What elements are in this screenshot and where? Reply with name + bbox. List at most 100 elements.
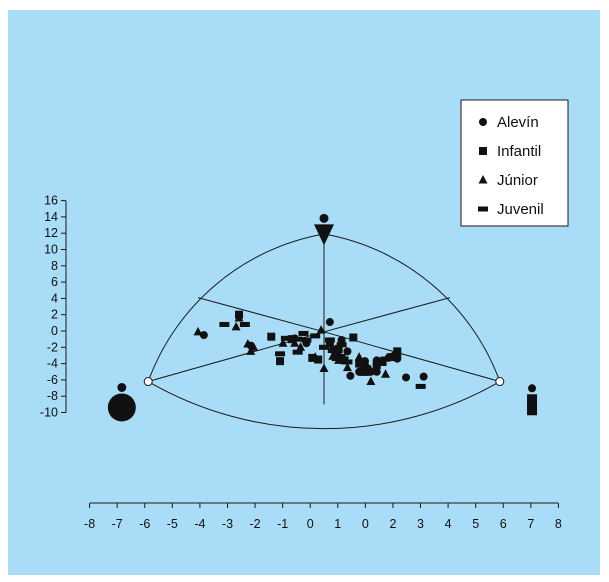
point-juvenil — [280, 335, 291, 341]
pole-right-circle — [528, 384, 537, 393]
x-tick-label: 3 — [417, 517, 424, 531]
y-tick-label: -6 — [47, 373, 58, 387]
legend-marker — [478, 206, 488, 212]
y-tick-label: -10 — [40, 406, 58, 420]
point-junior — [372, 356, 382, 365]
x-tick-label: 2 — [389, 517, 396, 531]
chart-panel: -10 -8 -6 -4 -2 0 2 4 6 8 10 12 14 16 -8 -7 -6 -5 -4 -3 -2 -1… — [8, 10, 600, 575]
point-infantil — [287, 335, 296, 344]
x-tick-label: -6 — [139, 517, 150, 531]
point-infantil — [393, 347, 402, 356]
pole-top-circle — [319, 213, 329, 223]
legend-label: Júnior — [497, 172, 538, 189]
y-tick-label: 12 — [44, 226, 58, 240]
point-infantil — [267, 332, 276, 341]
x-tick-label: 1 — [334, 517, 341, 531]
point-alevin — [325, 318, 334, 327]
x-tick-label: -3 — [222, 517, 233, 531]
vertex-circle — [143, 377, 153, 387]
pole-right-rectangle — [527, 394, 538, 416]
point-infantil — [355, 359, 364, 368]
pole-left-big-circle — [107, 393, 136, 422]
point-juvenil — [319, 344, 329, 350]
point-juvenil — [342, 359, 353, 365]
y-tick-label: -2 — [47, 340, 58, 354]
point-infantil — [334, 344, 343, 353]
point-juvenil — [327, 348, 338, 354]
x-tick-label: 0 — [362, 517, 369, 531]
point-junior — [342, 362, 352, 372]
point-juvenil — [415, 383, 426, 389]
y-tick-label: 0 — [51, 324, 58, 338]
legend-label: Infantil — [497, 143, 541, 160]
point-juvenil — [386, 353, 397, 359]
point-juvenil — [275, 351, 286, 357]
point-junior — [290, 338, 300, 347]
point-infantil — [378, 357, 387, 366]
x-tick-label: 0 — [307, 517, 314, 531]
point-alevin — [199, 331, 208, 340]
point-juvenil — [310, 333, 321, 339]
legend-marker — [479, 118, 487, 126]
point-juvenil — [360, 370, 371, 376]
x-tick-label: 6 — [500, 517, 507, 531]
point-juvenil — [219, 321, 230, 327]
point-juvenil — [336, 342, 347, 348]
side-spoke — [197, 297, 325, 333]
point-junior — [249, 342, 259, 351]
y-tick-label: 6 — [51, 275, 58, 289]
x-tick-label: -2 — [249, 517, 260, 531]
legend-label: Juvenil — [497, 201, 544, 218]
y-tick-label: -4 — [47, 357, 58, 371]
point-junior — [234, 312, 244, 322]
point-junior — [366, 376, 376, 386]
point-junior — [193, 326, 203, 336]
point-infantil — [372, 361, 381, 370]
point-juvenil — [239, 321, 250, 327]
legend-label: Alevín — [497, 114, 539, 131]
legend-marker — [479, 147, 487, 155]
side-spoke — [323, 297, 451, 333]
point-junior — [381, 369, 391, 378]
pole-top-down-triangle — [314, 224, 334, 246]
y-tick-label: 14 — [44, 210, 58, 224]
reuleaux-outline — [147, 233, 501, 430]
x-tick-label: 7 — [527, 517, 534, 531]
point-juvenil — [298, 330, 309, 336]
point-alevin — [419, 372, 428, 381]
y-tick-label: 8 — [51, 259, 58, 273]
point-junior — [328, 351, 338, 360]
point-junior — [243, 339, 253, 348]
point-junior — [354, 352, 364, 361]
point-alevin — [343, 347, 352, 356]
point-juvenil — [301, 337, 312, 343]
data-markers — [193, 310, 428, 389]
x-tick-label: 8 — [555, 517, 562, 531]
point-junior — [334, 355, 344, 364]
point-alevin — [372, 367, 381, 376]
point-infantil — [393, 351, 402, 360]
x-tick-label: -8 — [84, 517, 95, 531]
y-tick-label: 2 — [51, 308, 58, 322]
y-tick-label: 16 — [44, 194, 58, 208]
x-tick-label: -1 — [277, 517, 288, 531]
point-alevin — [346, 371, 355, 380]
x-tick-label: 5 — [472, 517, 479, 531]
pole-left-small-circle — [117, 382, 127, 392]
point-junior — [319, 363, 329, 372]
x-tick-label: 4 — [445, 517, 452, 531]
x-tick-label: -4 — [194, 517, 205, 531]
point-juvenil — [292, 349, 303, 355]
point-junior — [278, 338, 288, 347]
point-infantil — [361, 363, 370, 372]
point-juvenil — [292, 336, 303, 342]
point-infantil — [276, 357, 285, 366]
point-junior — [310, 352, 320, 361]
legend-marker — [478, 175, 488, 184]
x-tick-label: -7 — [112, 517, 123, 531]
point-junior — [316, 325, 326, 334]
point-infantil — [349, 333, 358, 342]
legend-box — [460, 99, 569, 227]
